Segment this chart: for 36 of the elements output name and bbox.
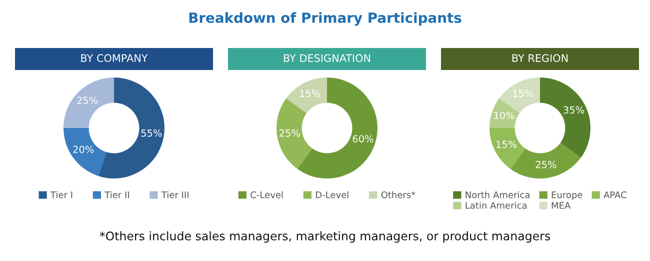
donut-slice <box>64 78 114 128</box>
legend-label: Tier III <box>161 191 188 198</box>
donut-slice <box>286 78 327 114</box>
data-label: 55% <box>141 129 162 137</box>
data-label: 25% <box>536 160 556 168</box>
data-label: 60% <box>352 135 374 143</box>
legend-label: North America <box>466 191 530 198</box>
legend-label: Tier II <box>104 191 129 198</box>
chart-title: BY DESIGNATION <box>284 54 370 62</box>
data-label: 35% <box>564 106 584 114</box>
data-label: 25% <box>77 96 98 104</box>
legend-label: Europe <box>552 192 582 200</box>
data-label: 15% <box>300 90 320 98</box>
donut-slice <box>490 98 520 128</box>
data-label: 15% <box>496 140 517 148</box>
donut-slice <box>490 128 526 169</box>
legend-label: Others* <box>381 191 416 198</box>
legend-label: APAC <box>604 191 626 198</box>
donut-slice <box>276 98 312 169</box>
chart-title: BY COMPANY <box>81 54 148 62</box>
donut-slice <box>64 128 106 176</box>
data-label: 15% <box>513 90 534 98</box>
text: Breakdown of Primary Participants <box>189 12 462 26</box>
legend-label: D-Level <box>316 191 348 198</box>
legend-label: MEA <box>552 202 571 209</box>
data-label: 25% <box>280 129 300 137</box>
data-label: 20% <box>73 146 94 154</box>
donut-slice <box>98 78 164 178</box>
legend-label: C-Level <box>250 191 283 198</box>
text: *Others include sales managers, marketing managers, or product managers <box>100 231 550 243</box>
data-label: 10% <box>494 112 514 120</box>
legend-label: Tier I <box>50 191 72 198</box>
donut-slice <box>499 78 540 114</box>
legend-label: Latin America <box>466 202 526 209</box>
donut-slice <box>540 78 590 158</box>
chart-title: BY REGION <box>512 54 568 62</box>
